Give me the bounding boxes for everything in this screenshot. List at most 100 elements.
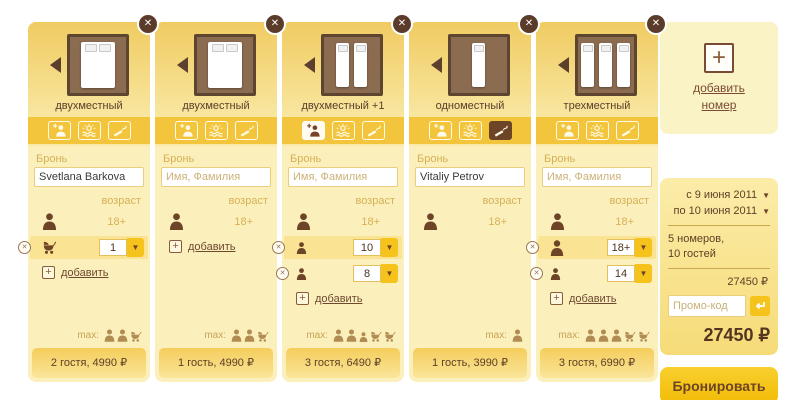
adult-age-label: 18+ [488, 215, 507, 228]
chevron-down-icon[interactable]: ▼ [381, 264, 398, 283]
primary-adult-row: 18+ [161, 210, 271, 233]
pillow [225, 44, 238, 52]
remove-guest-icon[interactable]: ✕ [276, 267, 289, 280]
divider [668, 225, 770, 226]
add-guest-label: добавить [315, 292, 363, 305]
guest-age-value: 10 [353, 239, 381, 256]
smoking-icon[interactable] [488, 121, 512, 140]
pillow [618, 45, 629, 52]
chevron-down-icon[interactable]: ▼ [127, 238, 144, 257]
booking-label: Бронь [290, 153, 322, 165]
sea-view-icon[interactable] [458, 121, 482, 140]
prev-room-type-arrow[interactable] [176, 57, 188, 73]
promo-submit-button[interactable] [750, 296, 770, 316]
prev-room-type-arrow[interactable] [430, 57, 442, 73]
chevron-down-icon: ▼ [762, 206, 770, 216]
chevron-down-icon[interactable]: ▼ [635, 264, 652, 283]
room-card: ✕ двухместный Бронь возраст 18+ ✕ 1 [18, 13, 699, 382]
age-header-label: возраст [101, 195, 141, 207]
add-guest-icon[interactable] [174, 121, 198, 140]
add-guest-icon[interactable] [555, 121, 579, 140]
guest-age-value: 8 [353, 265, 381, 282]
add-guest-link[interactable]: + добавить [296, 292, 398, 305]
guest-age-select[interactable]: 1 ▼ [99, 238, 144, 257]
max-label: max: [485, 330, 507, 341]
date-to-label: по 10 июня 2011 [673, 205, 758, 217]
child-icon [296, 241, 307, 254]
close-room-icon[interactable]: ✕ [645, 13, 667, 35]
close-room-icon[interactable]: ✕ [264, 13, 286, 35]
amenity-bar [155, 117, 277, 144]
remove-guest-icon[interactable]: ✕ [530, 267, 543, 280]
add-guest-label: добавить [569, 292, 617, 305]
close-room-icon[interactable]: ✕ [391, 13, 413, 35]
amenity-bar [409, 117, 531, 144]
guest-name-input[interactable] [288, 167, 398, 187]
sea-view-icon[interactable] [585, 121, 609, 140]
max-label: max: [306, 330, 328, 341]
add-guest-link[interactable]: + добавить [550, 292, 652, 305]
guest-age-select[interactable]: 10 ▼ [353, 238, 398, 257]
guest-age-select[interactable]: 14 ▼ [607, 264, 652, 283]
add-room-card[interactable]: + добавить номер [660, 22, 778, 134]
add-guest-icon[interactable] [428, 121, 452, 140]
guest-age-select[interactable]: 18+ ▼ [607, 238, 652, 257]
room-price-summary: 3 гостя, 6990 ₽ [540, 348, 654, 378]
room-type-label: одноместный [435, 100, 505, 112]
adult-icon [333, 329, 344, 342]
add-guest-link[interactable]: + добавить [169, 240, 271, 253]
date-to-select[interactable]: по 10 июня 2011 ▼ [668, 203, 770, 219]
date-from-select[interactable]: с 9 июня 2011 ▼ [668, 187, 770, 203]
adult-icon [296, 213, 311, 230]
smoking-icon[interactable] [107, 121, 131, 140]
child-icon [359, 332, 368, 342]
prev-room-type-arrow[interactable] [303, 57, 315, 73]
primary-adult-row: 18+ [34, 210, 144, 233]
room-card-top: одноместный [409, 22, 531, 146]
guest-age-select[interactable]: 8 ▼ [353, 264, 398, 283]
book-button[interactable]: Бронировать [660, 367, 778, 400]
sea-view-icon[interactable] [331, 121, 355, 140]
room-card-top: трехместный [536, 22, 658, 146]
bed-icon [599, 43, 612, 87]
close-room-icon[interactable]: ✕ [518, 13, 540, 35]
room-cards: ✕ двухместный Бронь возраст 18+ ✕ 1 [18, 13, 699, 382]
add-room-link[interactable]: добавить номер [693, 81, 745, 112]
booking-label: Бронь [36, 153, 68, 165]
bed-icon [336, 43, 349, 87]
pillow [582, 45, 593, 52]
sea-view-icon[interactable] [77, 121, 101, 140]
date-from-label: с 9 июня 2011 [686, 189, 758, 201]
pillow [211, 44, 224, 52]
smoking-icon[interactable] [361, 121, 385, 140]
adult-icon [42, 213, 57, 230]
smoking-icon[interactable] [615, 121, 639, 140]
remove-guest-icon[interactable]: ✕ [18, 241, 31, 254]
guest-age-value: 18+ [607, 239, 635, 256]
remove-guest-icon[interactable]: ✕ [526, 241, 539, 254]
smoking-icon[interactable] [234, 121, 258, 140]
adult-age-label: 18+ [361, 215, 380, 228]
close-room-icon[interactable]: ✕ [137, 13, 159, 35]
promo-code-input[interactable] [668, 295, 746, 317]
add-guest-icon[interactable] [301, 121, 325, 140]
remove-guest-icon[interactable]: ✕ [272, 241, 285, 254]
sea-view-icon[interactable] [204, 121, 228, 140]
age-header-label: возраст [609, 195, 649, 207]
chevron-down-icon[interactable]: ▼ [635, 238, 652, 257]
pillow [355, 45, 366, 52]
room-type-label: двухместный +1 [301, 100, 385, 112]
prev-room-type-arrow[interactable] [557, 57, 569, 73]
guest-name-input[interactable] [542, 167, 652, 187]
add-guest-icon[interactable] [47, 121, 71, 140]
plus-icon: + [42, 266, 55, 279]
prev-room-type-arrow[interactable] [49, 57, 61, 73]
guest-name-input[interactable] [415, 167, 525, 187]
guest-name-input[interactable] [161, 167, 271, 187]
chevron-down-icon[interactable]: ▼ [381, 238, 398, 257]
add-guest-link[interactable]: + добавить [42, 266, 144, 279]
guest-name-input[interactable] [34, 167, 144, 187]
booking-summary: с 9 июня 2011 ▼ по 10 июня 2011 ▼ 5 номе… [660, 178, 778, 355]
infant-icon [43, 241, 57, 254]
plus-icon: + [296, 292, 309, 305]
